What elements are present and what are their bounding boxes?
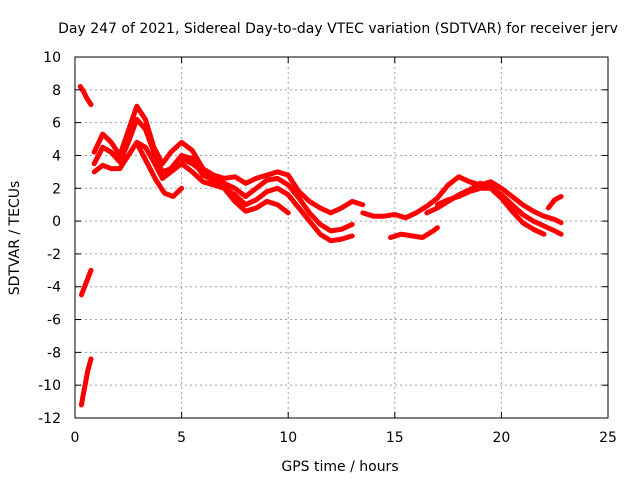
series-segment-c — [78, 356, 94, 408]
x-axis-label: GPS time / hours — [281, 459, 398, 475]
y-axis: -12 -10 -8 -6 -4 -2 0 2 4 6 8 10 — [38, 50, 608, 427]
series-track-10 — [545, 194, 564, 211]
series-track-4 — [136, 144, 185, 199]
y-tick-label: 4 — [52, 148, 61, 164]
series-track-6 — [360, 174, 564, 226]
y-tick-label: 6 — [52, 116, 61, 132]
y-tick-label: 10 — [43, 50, 61, 66]
series-track-9 — [388, 225, 440, 240]
series-track-5 — [179, 156, 291, 216]
x-tick-label: 25 — [599, 430, 617, 446]
series-track-8 — [434, 185, 547, 237]
y-tick-label: -10 — [38, 378, 61, 394]
x-tick-label: 5 — [177, 430, 186, 446]
y-tick-label: 0 — [52, 214, 61, 230]
grid — [75, 57, 608, 418]
series-segment-a — [77, 84, 94, 108]
chart-title: Day 247 of 2021, Sidereal Day-to-day VTE… — [58, 21, 618, 37]
y-tick-label: -8 — [47, 345, 61, 361]
y-tick-label: -6 — [47, 313, 61, 329]
y-tick-label: -12 — [38, 411, 61, 427]
series-track-1 — [91, 103, 366, 216]
series-layer — [77, 84, 564, 408]
y-tick-label: -2 — [47, 247, 61, 263]
y-tick-label: 2 — [52, 181, 61, 197]
y-tick-label: 8 — [52, 83, 61, 99]
x-tick-label: 20 — [492, 430, 510, 446]
x-tick-label: 15 — [386, 430, 404, 446]
plot-frame — [74, 56, 609, 419]
x-tick-label: 10 — [279, 430, 297, 446]
y-axis-label: SDTVAR / TECUs — [7, 181, 23, 296]
x-tick-label: 0 — [71, 430, 80, 446]
series-segment-b — [78, 267, 94, 298]
y-tick-label: -4 — [47, 280, 61, 296]
x-axis: 0 5 10 15 20 25 — [71, 57, 617, 446]
series-track-2 — [91, 116, 355, 234]
series-track-3 — [91, 139, 355, 244]
